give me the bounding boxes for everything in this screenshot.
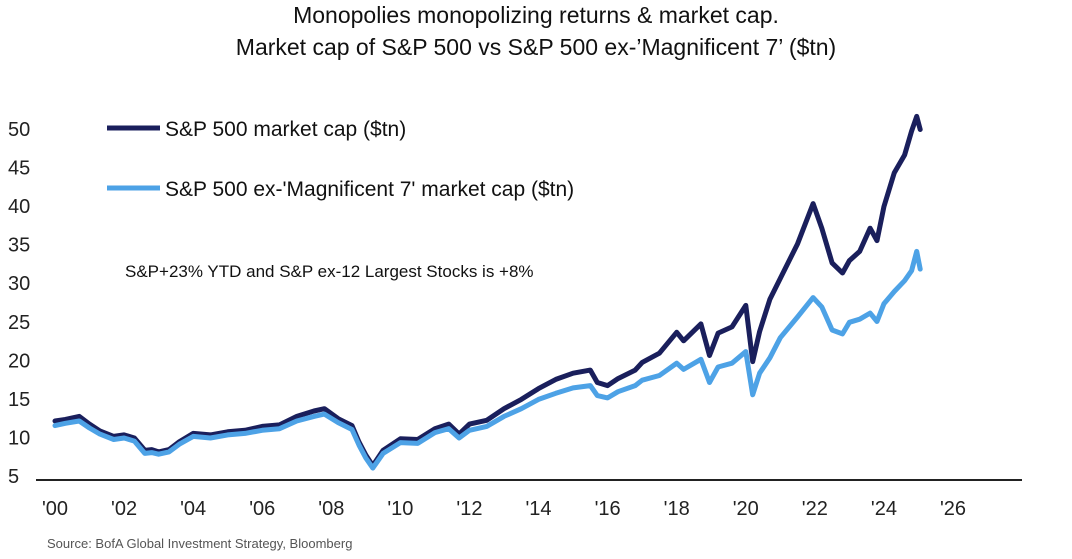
x-tick-label: '18	[664, 498, 690, 520]
y-tick-label: 20	[8, 350, 30, 372]
x-tick-label: '04	[180, 498, 206, 520]
x-tick-label: '02	[111, 498, 137, 520]
y-tick-label: 45	[8, 158, 30, 180]
x-tick-label: '10	[387, 498, 413, 520]
y-tick-label: 50	[8, 119, 30, 141]
chart-title: Monopolies monopolizing returns & market…	[293, 2, 779, 28]
x-tick-label: '00	[42, 498, 68, 520]
x-tick-label: '22	[802, 498, 828, 520]
x-tick-label: '26	[940, 498, 966, 520]
x-tick-label: '14	[525, 498, 551, 520]
chart-subtitle: Market cap of S&P 500 vs S&P 500 ex-’Mag…	[235, 34, 837, 60]
x-tick-label: '12	[456, 498, 482, 520]
y-tick-label: 10	[8, 427, 30, 449]
legend-label: S&P 500 market cap ($tn)	[165, 118, 406, 141]
series-line-sp500	[52, 113, 923, 469]
source-note: Source: BofA Global Investment Strategy,…	[47, 536, 353, 551]
annotation-text: S&P+23% YTD and S&P ex-12 Largest Stocks…	[125, 262, 534, 281]
y-tick-label: 40	[8, 196, 30, 218]
y-tick-label: 5	[8, 466, 19, 488]
x-tick-label: '20	[733, 498, 759, 520]
x-tick-label: '08	[318, 498, 344, 520]
legend-label: S&P 500 ex-'Magnificent 7' market cap ($…	[165, 178, 574, 201]
x-tick-label: '24	[871, 498, 897, 520]
y-tick-label: 25	[8, 312, 30, 334]
y-tick-label: 15	[8, 389, 30, 411]
x-tick-label: '16	[595, 498, 621, 520]
x-tick-label: '06	[249, 498, 275, 520]
y-tick-label: 30	[8, 273, 30, 295]
y-tick-label: 35	[8, 235, 30, 257]
series-line-sp500-ex-mag7	[52, 248, 923, 471]
